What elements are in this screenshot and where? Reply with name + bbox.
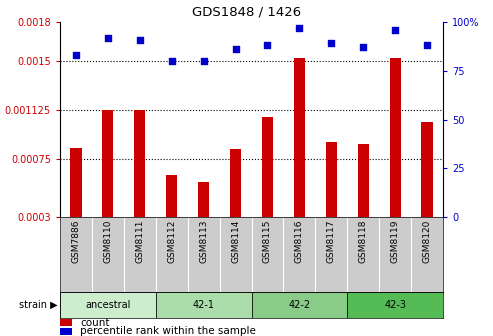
Bar (357, 144, 369, 217)
Text: GDS1848 / 1426: GDS1848 / 1426 (192, 5, 301, 18)
Point (264, 43, 272, 48)
Point (295, 25, 303, 31)
Bar (60, 292, 156, 318)
Text: percentile rank within the sample: percentile rank within the sample (80, 327, 256, 336)
Text: GSM8115: GSM8115 (263, 219, 272, 263)
Bar (422, 122, 433, 217)
Text: GSM8112: GSM8112 (167, 219, 176, 263)
Bar (156, 292, 251, 318)
Bar (389, 58, 401, 217)
Bar (262, 117, 273, 217)
Text: 42-1: 42-1 (193, 300, 214, 310)
Bar (230, 150, 241, 217)
Point (359, 45, 367, 50)
Text: GSM8117: GSM8117 (327, 219, 336, 263)
Text: GSM8118: GSM8118 (359, 219, 368, 263)
Text: GSM8111: GSM8111 (135, 219, 144, 263)
Text: GSM8119: GSM8119 (390, 219, 400, 263)
Text: GSM8116: GSM8116 (295, 219, 304, 263)
Text: ancestral: ancestral (85, 300, 131, 310)
Text: GSM8120: GSM8120 (423, 219, 431, 263)
Bar (60, 328, 72, 335)
Point (72, 52, 80, 58)
Bar (251, 292, 347, 318)
Bar (326, 141, 337, 217)
Text: GSM7886: GSM7886 (71, 219, 80, 263)
Point (200, 58, 208, 64)
Point (168, 58, 176, 64)
Text: GSM8114: GSM8114 (231, 219, 240, 263)
Text: GSM8113: GSM8113 (199, 219, 208, 263)
Bar (134, 110, 145, 217)
Text: 42-3: 42-3 (384, 300, 406, 310)
Point (327, 41, 335, 46)
Text: count: count (80, 318, 109, 328)
Point (104, 35, 112, 40)
Point (136, 37, 144, 42)
Point (391, 27, 399, 33)
Bar (70, 148, 81, 217)
Bar (60, 319, 72, 326)
Bar (347, 292, 443, 318)
Point (232, 47, 240, 52)
Bar (294, 58, 305, 217)
Point (423, 43, 431, 48)
Text: GSM8110: GSM8110 (104, 219, 112, 263)
Bar (102, 111, 113, 217)
Text: 42-2: 42-2 (288, 300, 311, 310)
Text: strain ▶: strain ▶ (19, 300, 58, 310)
Bar (198, 182, 209, 217)
Bar (166, 175, 177, 217)
